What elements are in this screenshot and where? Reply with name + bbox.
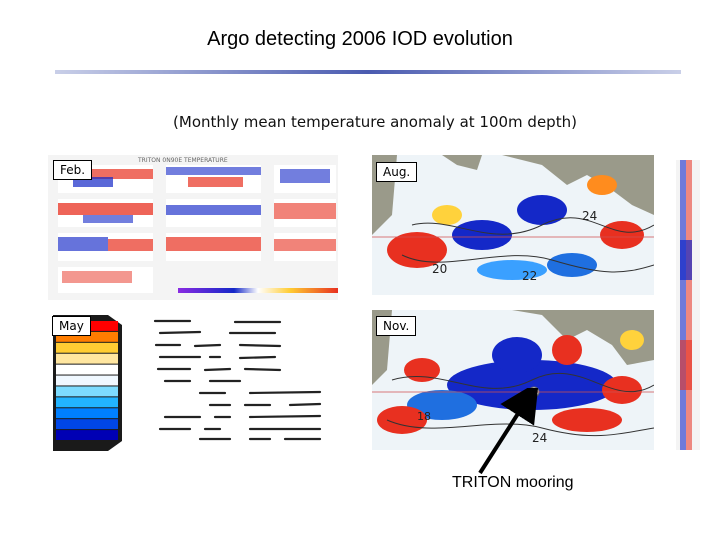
colorbar-swatch: [56, 353, 118, 364]
colorbar-swatch: [56, 430, 118, 440]
triton-mooring-label: TRITON mooring: [452, 474, 574, 491]
aug-anomaly-map: 24 20 22: [372, 155, 654, 295]
colorbar-swatch: [56, 408, 118, 419]
svg-text:TRITON 0N90E TEMPERATURE: TRITON 0N90E TEMPERATURE: [137, 157, 228, 164]
slide-title: Argo detecting 2006 IOD evolution: [207, 28, 513, 50]
may-colorbar: [53, 315, 122, 451]
may-label: May: [52, 316, 91, 336]
slide-subtitle: (Monthly mean temperature anomaly at 100…: [173, 113, 577, 131]
svg-text:20: 20: [432, 262, 447, 276]
colorbar-swatch: [56, 331, 118, 342]
section-plot-row-3: [58, 233, 336, 261]
may-contour-strokes: [153, 319, 322, 441]
svg-text:24: 24: [532, 431, 547, 445]
svg-text:24: 24: [582, 209, 597, 223]
feb-section-plots: TRITON 0N90E TEMPERATURE: [48, 155, 338, 300]
section-strip: [676, 160, 700, 450]
section-plot-row-2: [58, 199, 336, 227]
colorbar-swatch: [56, 342, 118, 353]
nov-label: Nov.: [376, 316, 417, 336]
colorbar-swatch: [56, 375, 118, 386]
colorbar-swatch: [56, 419, 118, 430]
section-plot-row-4: [58, 267, 338, 293]
section-plot-row-1: [58, 165, 336, 193]
aug-label: Aug.: [376, 162, 418, 182]
title-underline: [55, 70, 681, 74]
svg-text:18: 18: [417, 410, 431, 423]
colorbar-swatch: [56, 386, 118, 397]
triton-arrow: [478, 388, 539, 475]
feb-label: Feb.: [53, 160, 93, 180]
nov-anomaly-map: 24 18: [372, 310, 654, 450]
svg-text:22: 22: [522, 269, 537, 283]
colorbar-swatch: [56, 364, 118, 375]
colorbar-swatch: [56, 397, 118, 408]
